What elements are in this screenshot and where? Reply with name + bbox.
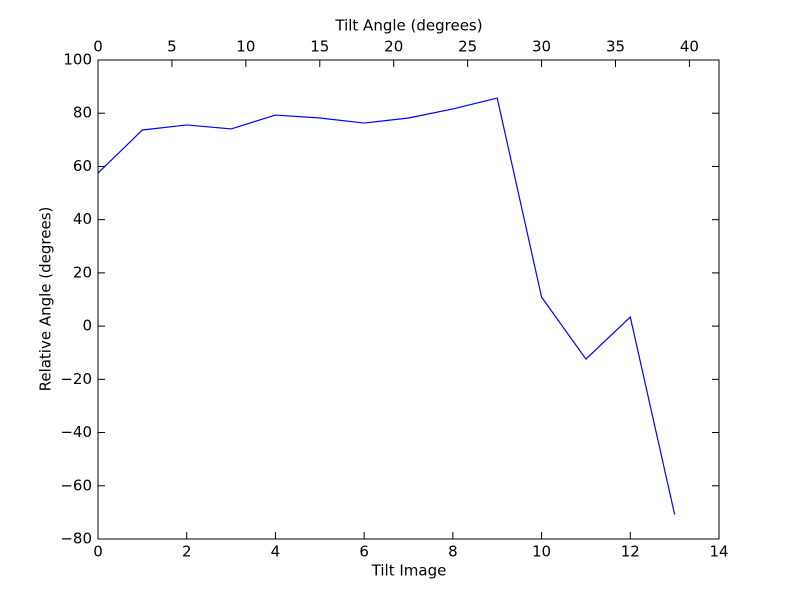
- top-tick-label: 40: [680, 38, 699, 56]
- top-tick-label: 0: [93, 38, 103, 56]
- top-tick-label: 15: [310, 38, 329, 56]
- top-tick-label: 30: [532, 38, 551, 56]
- y-tick-label: 100: [63, 51, 92, 69]
- x-tick-label: 4: [271, 543, 281, 561]
- data-line: [97, 97, 676, 515]
- top-tick-label: 25: [458, 38, 477, 56]
- top-tick-label: 35: [606, 38, 625, 56]
- y-tick-label: −20: [60, 370, 92, 388]
- y-tick-label: 0: [82, 317, 92, 335]
- y-tick-label: −40: [60, 423, 92, 441]
- plot-frame: [97, 59, 720, 540]
- x-tick-label: 6: [359, 543, 369, 561]
- x-axis-label: Tilt Image: [371, 562, 447, 580]
- y-axis-label: Relative Angle (degrees): [37, 207, 55, 392]
- x-tick-label: 10: [532, 543, 551, 561]
- top-axis-label: Tilt Angle (degrees): [334, 17, 482, 35]
- top-tick-label: 20: [384, 38, 403, 56]
- y-tick-label: 20: [73, 263, 92, 281]
- y-tick-label: −80: [60, 530, 92, 548]
- x-tick-label: 14: [709, 543, 728, 561]
- x-tick-label: 8: [448, 543, 458, 561]
- x-tick-label: 12: [621, 543, 640, 561]
- x-tick-label: 2: [182, 543, 192, 561]
- y-tick-label: −60: [60, 476, 92, 494]
- x-tick-label: 0: [93, 543, 103, 561]
- y-tick-label: 60: [73, 157, 92, 175]
- top-tick-label: 10: [236, 38, 255, 56]
- top-tick-label: 5: [167, 38, 177, 56]
- y-tick-label: 80: [73, 104, 92, 122]
- y-tick-label: 40: [73, 210, 92, 228]
